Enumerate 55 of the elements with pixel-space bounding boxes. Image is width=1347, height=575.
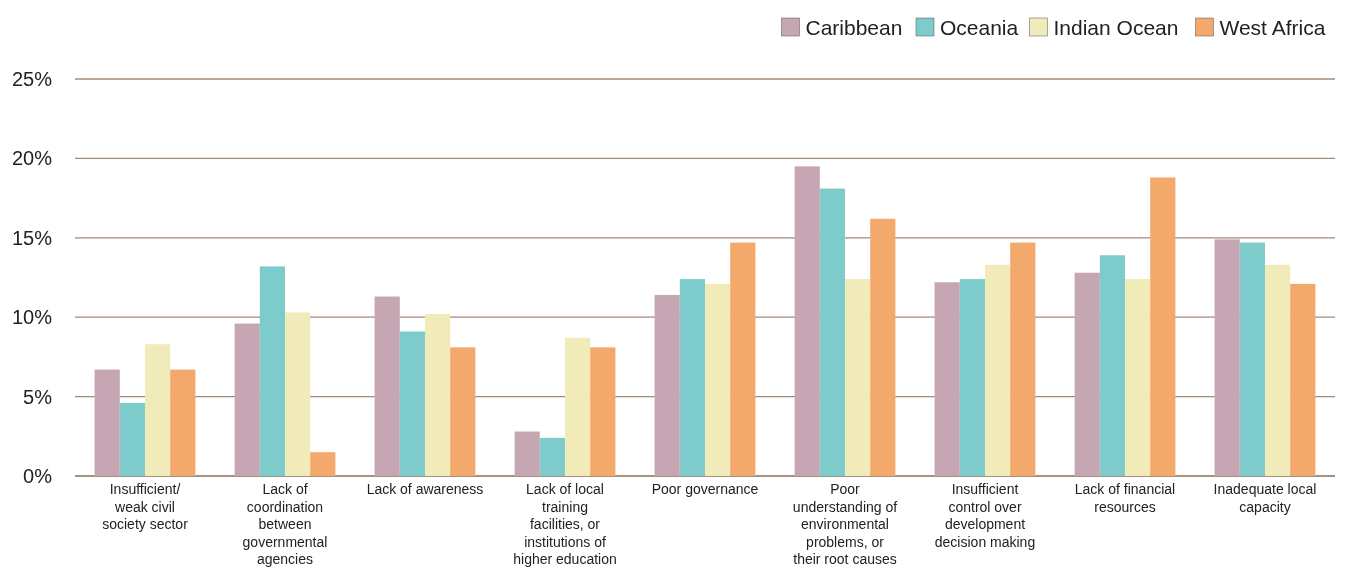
x-tick-label: Insufficient control over development decision making xyxy=(934,481,1036,550)
x-tick-label: Inadequate local capacity xyxy=(1213,481,1317,515)
bar xyxy=(450,347,476,476)
bar xyxy=(1214,239,1240,476)
bar xyxy=(1239,242,1265,476)
bar xyxy=(1074,272,1100,476)
bar xyxy=(285,312,311,476)
bar xyxy=(94,369,120,476)
bar xyxy=(730,242,756,476)
bar xyxy=(514,431,540,476)
bar xyxy=(1290,283,1316,476)
bar xyxy=(170,369,196,476)
x-tick-label: Lack of financial resources xyxy=(1074,481,1176,515)
y-tick-label: 5% xyxy=(23,385,53,408)
bar xyxy=(1010,242,1036,476)
y-tick-label: 0% xyxy=(23,465,53,487)
y-tick-label: 15% xyxy=(11,226,53,249)
bar xyxy=(959,279,985,476)
x-tick-label: Lack of coordination between governmental agencies xyxy=(242,481,328,567)
bar xyxy=(310,452,336,476)
bar xyxy=(259,266,285,476)
bar xyxy=(425,314,451,476)
bar xyxy=(654,294,680,476)
bar xyxy=(399,331,425,476)
x-tick-label: Lack of awareness xyxy=(366,481,484,497)
y-tick-label: 10% xyxy=(11,306,53,329)
bar xyxy=(705,283,731,476)
x-tick-label: Insufficient/ weak civil society sector xyxy=(102,481,189,532)
x-tick-label: Poor understanding of environmental problems, or their root causes xyxy=(792,481,898,567)
bar xyxy=(119,402,145,476)
bar xyxy=(870,218,896,476)
bar xyxy=(539,437,565,476)
bar xyxy=(1150,177,1176,476)
y-tick-label: 20% xyxy=(11,147,53,170)
bar xyxy=(679,279,705,476)
bar xyxy=(590,347,616,476)
legend-label: Indian Ocean xyxy=(1053,16,1179,40)
x-tick-label: Lack of local training facilities, or institutions of higher education xyxy=(513,481,617,567)
bar xyxy=(819,188,845,476)
y-tick-label: 25% xyxy=(11,68,53,90)
bar xyxy=(1125,279,1151,476)
bar xyxy=(794,166,820,476)
bar xyxy=(565,337,591,476)
bar xyxy=(145,344,171,476)
bar xyxy=(934,282,960,476)
legend-label: Oceania xyxy=(940,16,1019,40)
bar xyxy=(845,279,871,476)
bar xyxy=(234,323,260,476)
legend-label: Caribbean xyxy=(805,16,903,40)
bar xyxy=(1099,255,1125,476)
bar xyxy=(374,296,400,476)
bar xyxy=(985,264,1011,476)
x-tick-label: Poor governance xyxy=(651,481,759,497)
bar xyxy=(1265,264,1291,476)
legend-label: West Africa xyxy=(1219,16,1326,40)
